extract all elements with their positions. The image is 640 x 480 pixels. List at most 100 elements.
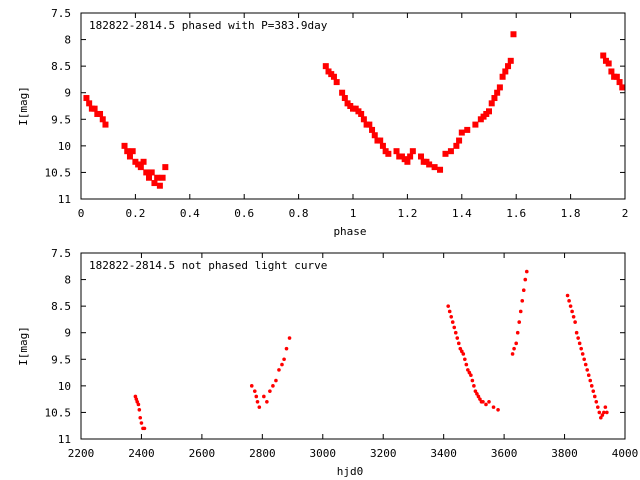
unphased-data-point [517, 320, 522, 324]
phased-data-point [507, 57, 514, 64]
phased-x-tick-label: 0.2 [125, 207, 145, 220]
phased-data-point [333, 79, 340, 86]
unphased-data-point [567, 299, 571, 303]
phased-data-point [619, 84, 626, 91]
phased-data-point [613, 73, 620, 80]
unphased-data-point [277, 368, 281, 372]
unphased-data-point [456, 341, 461, 346]
phased-data-point [502, 68, 509, 75]
phased-data-point [121, 142, 128, 149]
phased-data-point [379, 142, 386, 149]
unphased-x-tick-label: 2200 [68, 447, 95, 460]
unphased-y-tick-label: 10 [58, 380, 71, 393]
unphased-data-point [476, 394, 481, 399]
unphased-data-point [449, 314, 454, 319]
unphased-data-point [573, 320, 577, 324]
unphased-x-tick-label: 3400 [430, 447, 457, 460]
unphased-data-point [605, 410, 609, 415]
unphased-data-point [496, 407, 500, 412]
unphased-data-point [268, 389, 272, 393]
unphased-data-point [136, 402, 141, 407]
phased-data-point [146, 174, 152, 181]
phased-y-tick-label: 7.5 [51, 7, 71, 20]
unphased-data-point [597, 410, 602, 415]
unphased-data-point [510, 352, 515, 356]
unphased-data-point [463, 357, 467, 362]
unphased-data-point [137, 407, 142, 412]
unphased-x-ticks: 2200 2400 2600 2800 3000 3200 3400 3600 3800 4000 [68, 253, 638, 460]
phased-data-point [600, 52, 607, 59]
unphased-data-point [447, 309, 452, 314]
unphased-data-point [586, 373, 591, 378]
phased-x-tick-label: 2 [622, 207, 629, 220]
unphased-x-tick-label: 2600 [189, 447, 216, 460]
unphased-data-point [287, 336, 292, 340]
phased-x-tick-label: 0 [78, 207, 85, 220]
unphased-y-tick-label: 11 [58, 433, 71, 446]
phased-x-tick-label: 1 [350, 207, 357, 220]
phased-data-point [499, 73, 506, 80]
unphased-data-point [603, 405, 608, 409]
unphased-data-point [568, 304, 573, 308]
unphased-data-point [577, 341, 582, 346]
unphased-data-point [450, 320, 455, 324]
unphased-data-point [585, 368, 590, 372]
unphased-x-axis-label: hjd0 [337, 465, 364, 478]
unphased-y-tick-label: 9.5 [51, 353, 71, 366]
phased-data-point [162, 164, 169, 171]
phased-data-point [124, 148, 131, 155]
phased-x-tick-label: 0.6 [234, 207, 254, 220]
unphased-data-point [521, 288, 526, 293]
unphased-points [133, 269, 609, 431]
phased-y-tick-label: 11 [58, 193, 71, 206]
phased-y-axis-label: I[mag] [17, 86, 30, 126]
unphased-data-point [589, 384, 594, 388]
phased-x-tick-label: 1.4 [452, 207, 472, 220]
phased-data-point [140, 158, 147, 165]
phased-data-point [505, 63, 512, 70]
unphased-y-ticks: 7.5 8 8.5 9 9.5 10 10.5 11 [45, 247, 625, 446]
unphased-data-point [446, 304, 451, 308]
unphased-data-point [469, 373, 473, 378]
unphased-chart-title: 182822-2814.5 not phased light curve [89, 259, 327, 272]
unphased-data-point [467, 370, 472, 375]
unphased-data-point [472, 384, 476, 388]
phased-y-ticks: 7.5 8 8.5 9 9.5 10 10.5 11 [45, 7, 625, 206]
unphased-data-point [579, 346, 583, 351]
phased-x-tick-label: 1.2 [397, 207, 417, 220]
phased-x-ticks: 0 0.2 0.4 0.6 0.8 1 1.2 1.4 1.6 1.8 2 [78, 13, 629, 220]
unphased-data-point [592, 394, 597, 399]
phased-data-point [86, 100, 93, 107]
phased-data-point [456, 137, 463, 144]
phased-data-point [409, 148, 416, 155]
phased-x-tick-label: 1.8 [561, 207, 581, 220]
phased-y-tick-label: 10 [58, 140, 71, 153]
unphased-plot-frame [80, 252, 626, 440]
phased-data-point [360, 116, 367, 123]
unphased-data-point [249, 384, 254, 388]
phased-data-point [97, 110, 104, 117]
phased-data-point [464, 126, 471, 133]
unphased-data-point [265, 400, 269, 404]
unphased-x-tick-label: 3200 [370, 447, 397, 460]
unphased-y-axis-label: I[mag] [17, 326, 30, 366]
phased-data-point [418, 153, 424, 160]
phased-data-point [488, 100, 495, 107]
unphased-y-tick-label: 9 [64, 327, 71, 340]
unphased-data-point [574, 330, 579, 335]
phased-data-point [99, 116, 106, 123]
unphased-data-point [588, 378, 593, 383]
phased-data-point [137, 164, 144, 171]
unphased-y-tick-label: 7.5 [51, 247, 71, 260]
unphased-data-point [280, 362, 284, 367]
unphased-data-point [591, 389, 596, 393]
phased-data-point [605, 60, 612, 67]
unphased-data-point [580, 352, 585, 356]
phased-data-point [129, 148, 136, 155]
phased-x-tick-label: 0.8 [289, 207, 309, 220]
unphased-data-point [512, 346, 516, 351]
phased-data-point [431, 164, 438, 171]
phased-data-point [102, 121, 109, 128]
unphased-data-point [271, 384, 275, 388]
unphased-data-point [461, 352, 466, 356]
